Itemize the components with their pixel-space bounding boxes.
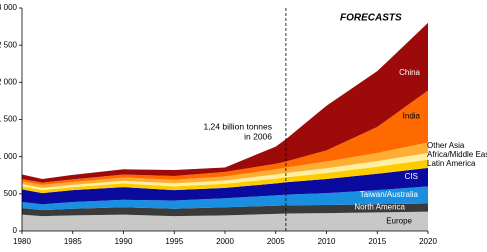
series-label: China — [399, 68, 420, 77]
annotation: 1,24 billion tonnes — [203, 121, 272, 131]
area — [22, 211, 428, 231]
series-label: North America — [354, 203, 405, 212]
area — [22, 203, 428, 217]
series-label: India — [403, 112, 421, 121]
area — [22, 159, 428, 194]
y-tick-label: 1 000 — [0, 152, 18, 161]
y-tick-label: 1 500 — [0, 115, 18, 124]
annotation: in 2006 — [244, 131, 272, 141]
x-tick-label: 1980 — [13, 237, 31, 246]
forecast-label: FORECASTS — [340, 13, 402, 24]
x-tick-label: 2015 — [368, 237, 386, 246]
area — [22, 167, 428, 205]
y-tick-label: 500 — [4, 189, 18, 198]
x-tick-label: 2010 — [318, 237, 336, 246]
series-label: Latin America — [427, 159, 476, 168]
y-tick-label: 2 000 — [0, 77, 18, 86]
series-label: Taiwan/Australia — [360, 190, 419, 199]
area — [22, 22, 428, 183]
x-tick-label: 1985 — [64, 237, 82, 246]
area — [22, 90, 428, 185]
x-tick-label: 1990 — [115, 237, 133, 246]
y-tick-label: 3 000 — [0, 3, 18, 12]
series-label: Other Asia — [427, 141, 465, 150]
area — [22, 142, 428, 188]
y-tick-label: 0 — [13, 226, 18, 235]
series-label: Europe — [386, 216, 412, 225]
x-tick-label: 2005 — [267, 237, 285, 246]
series-label: CIS — [405, 172, 418, 181]
y-tick-label: 2 500 — [0, 40, 18, 49]
series-label: Africa/Middle East — [427, 150, 487, 159]
x-tick-label: 2000 — [216, 237, 234, 246]
x-tick-label: 2020 — [419, 237, 437, 246]
x-tick-label: 1995 — [165, 237, 183, 246]
